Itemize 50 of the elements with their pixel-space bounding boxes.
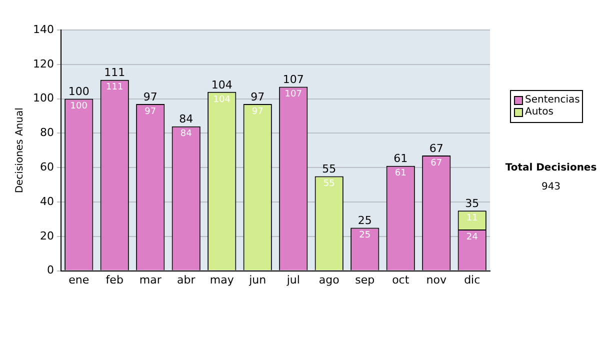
- data-label: 104: [213, 94, 231, 105]
- y-tick-label: 20: [40, 229, 54, 242]
- x-tick-label: may: [210, 273, 234, 286]
- y-tick-label: 0: [46, 264, 54, 277]
- legend-label: Autos: [525, 106, 554, 118]
- total-label: 67: [429, 142, 444, 155]
- data-label: 97: [252, 106, 264, 117]
- legend-label: Sentencias: [525, 94, 580, 106]
- data-label: 67: [430, 158, 442, 168]
- x-tick-label: nov: [426, 273, 447, 286]
- x-tick-label: sep: [355, 273, 375, 286]
- total-label: 104: [211, 78, 232, 92]
- x-tick-label: jun: [248, 273, 266, 286]
- data-label: 111: [106, 82, 124, 93]
- x-tick-label: ago: [318, 273, 340, 286]
- x-tick-label: oct: [392, 273, 410, 286]
- y-tick-label: 40: [40, 194, 54, 208]
- y-tick-label: 120: [32, 57, 54, 70]
- x-tick-label: abr: [176, 273, 196, 286]
- total-label: 97: [250, 90, 265, 104]
- data-label: 55: [323, 179, 335, 190]
- total-label: 84: [179, 112, 194, 126]
- y-tick-label: 60: [40, 160, 54, 174]
- data-label: 100: [70, 102, 88, 112]
- text: 943: [541, 182, 561, 193]
- total-label: 61: [394, 152, 408, 166]
- total-label: 35: [465, 196, 480, 210]
- data-label: 61: [394, 168, 406, 179]
- total-label: 111: [104, 66, 126, 80]
- data-label: 107: [284, 90, 302, 100]
- y-axis-title: Decisiones Anual: [14, 108, 26, 194]
- x-tick-label: mar: [139, 273, 162, 286]
- data-label: 25: [359, 230, 371, 241]
- data-label: 97: [144, 106, 156, 117]
- total-label: 97: [143, 90, 158, 104]
- data-label: 84: [180, 129, 192, 140]
- x-tick-label: jul: [286, 273, 300, 286]
- total-label: 25: [358, 214, 372, 228]
- x-tick-label: dic: [464, 273, 480, 286]
- y-tick-label: 100: [32, 92, 54, 105]
- y-tick-label: 140: [32, 22, 54, 36]
- data-label: 11: [466, 213, 478, 224]
- total-label: 55: [322, 162, 336, 176]
- total-label: 100: [68, 85, 90, 98]
- y-tick-label: 80: [40, 126, 54, 140]
- total-label: 107: [282, 73, 304, 86]
- x-tick-label: ene: [68, 273, 90, 286]
- x-tick-label: feb: [106, 273, 124, 286]
- data-label: 24: [466, 232, 478, 242]
- text: Total Decisiones: [505, 162, 597, 174]
